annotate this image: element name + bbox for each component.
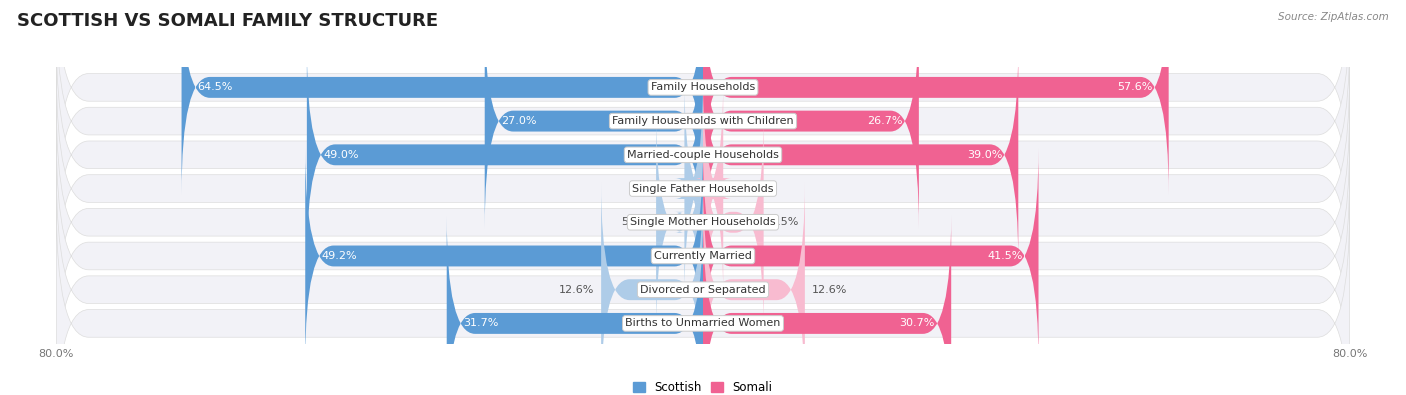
Text: Currently Married: Currently Married xyxy=(654,251,752,261)
Text: Single Father Households: Single Father Households xyxy=(633,184,773,194)
Text: 5.8%: 5.8% xyxy=(621,217,650,227)
Text: Family Households: Family Households xyxy=(651,83,755,92)
FancyBboxPatch shape xyxy=(56,101,1350,343)
Text: 12.6%: 12.6% xyxy=(811,285,846,295)
Text: 64.5%: 64.5% xyxy=(198,83,233,92)
Text: Married-couple Households: Married-couple Households xyxy=(627,150,779,160)
FancyBboxPatch shape xyxy=(56,202,1350,395)
FancyBboxPatch shape xyxy=(56,0,1350,242)
Text: SCOTTISH VS SOMALI FAMILY STRUCTURE: SCOTTISH VS SOMALI FAMILY STRUCTURE xyxy=(17,12,439,30)
FancyBboxPatch shape xyxy=(703,149,1039,363)
FancyBboxPatch shape xyxy=(485,13,703,229)
FancyBboxPatch shape xyxy=(703,216,952,395)
Text: Divorced or Separated: Divorced or Separated xyxy=(640,285,766,295)
FancyBboxPatch shape xyxy=(703,115,763,330)
Text: 49.2%: 49.2% xyxy=(322,251,357,261)
FancyBboxPatch shape xyxy=(56,169,1350,395)
FancyBboxPatch shape xyxy=(56,135,1350,377)
FancyBboxPatch shape xyxy=(703,182,804,395)
Text: 12.6%: 12.6% xyxy=(560,285,595,295)
Text: 7.5%: 7.5% xyxy=(770,217,799,227)
FancyBboxPatch shape xyxy=(703,13,920,229)
Text: 31.7%: 31.7% xyxy=(463,318,498,328)
FancyBboxPatch shape xyxy=(56,68,1350,310)
Text: Births to Unmarried Women: Births to Unmarried Women xyxy=(626,318,780,328)
Text: 57.6%: 57.6% xyxy=(1118,83,1153,92)
Text: 2.3%: 2.3% xyxy=(650,184,678,194)
Text: 27.0%: 27.0% xyxy=(501,116,536,126)
Text: Source: ZipAtlas.com: Source: ZipAtlas.com xyxy=(1278,12,1389,22)
Text: Family Households with Children: Family Households with Children xyxy=(612,116,794,126)
Text: 39.0%: 39.0% xyxy=(967,150,1002,160)
FancyBboxPatch shape xyxy=(695,81,731,296)
FancyBboxPatch shape xyxy=(675,81,713,296)
FancyBboxPatch shape xyxy=(307,47,703,262)
FancyBboxPatch shape xyxy=(703,47,1018,262)
FancyBboxPatch shape xyxy=(56,34,1350,276)
FancyBboxPatch shape xyxy=(703,0,1168,195)
FancyBboxPatch shape xyxy=(56,0,1350,209)
Text: 49.0%: 49.0% xyxy=(323,150,359,160)
FancyBboxPatch shape xyxy=(305,149,703,363)
Text: 26.7%: 26.7% xyxy=(868,116,903,126)
FancyBboxPatch shape xyxy=(657,115,703,330)
Text: 41.5%: 41.5% xyxy=(987,251,1022,261)
Text: 2.5%: 2.5% xyxy=(730,184,758,194)
FancyBboxPatch shape xyxy=(447,216,703,395)
FancyBboxPatch shape xyxy=(602,182,703,395)
FancyBboxPatch shape xyxy=(181,0,703,195)
Text: 30.7%: 30.7% xyxy=(900,318,935,328)
Text: Single Mother Households: Single Mother Households xyxy=(630,217,776,227)
Legend: Scottish, Somali: Scottish, Somali xyxy=(628,376,778,395)
